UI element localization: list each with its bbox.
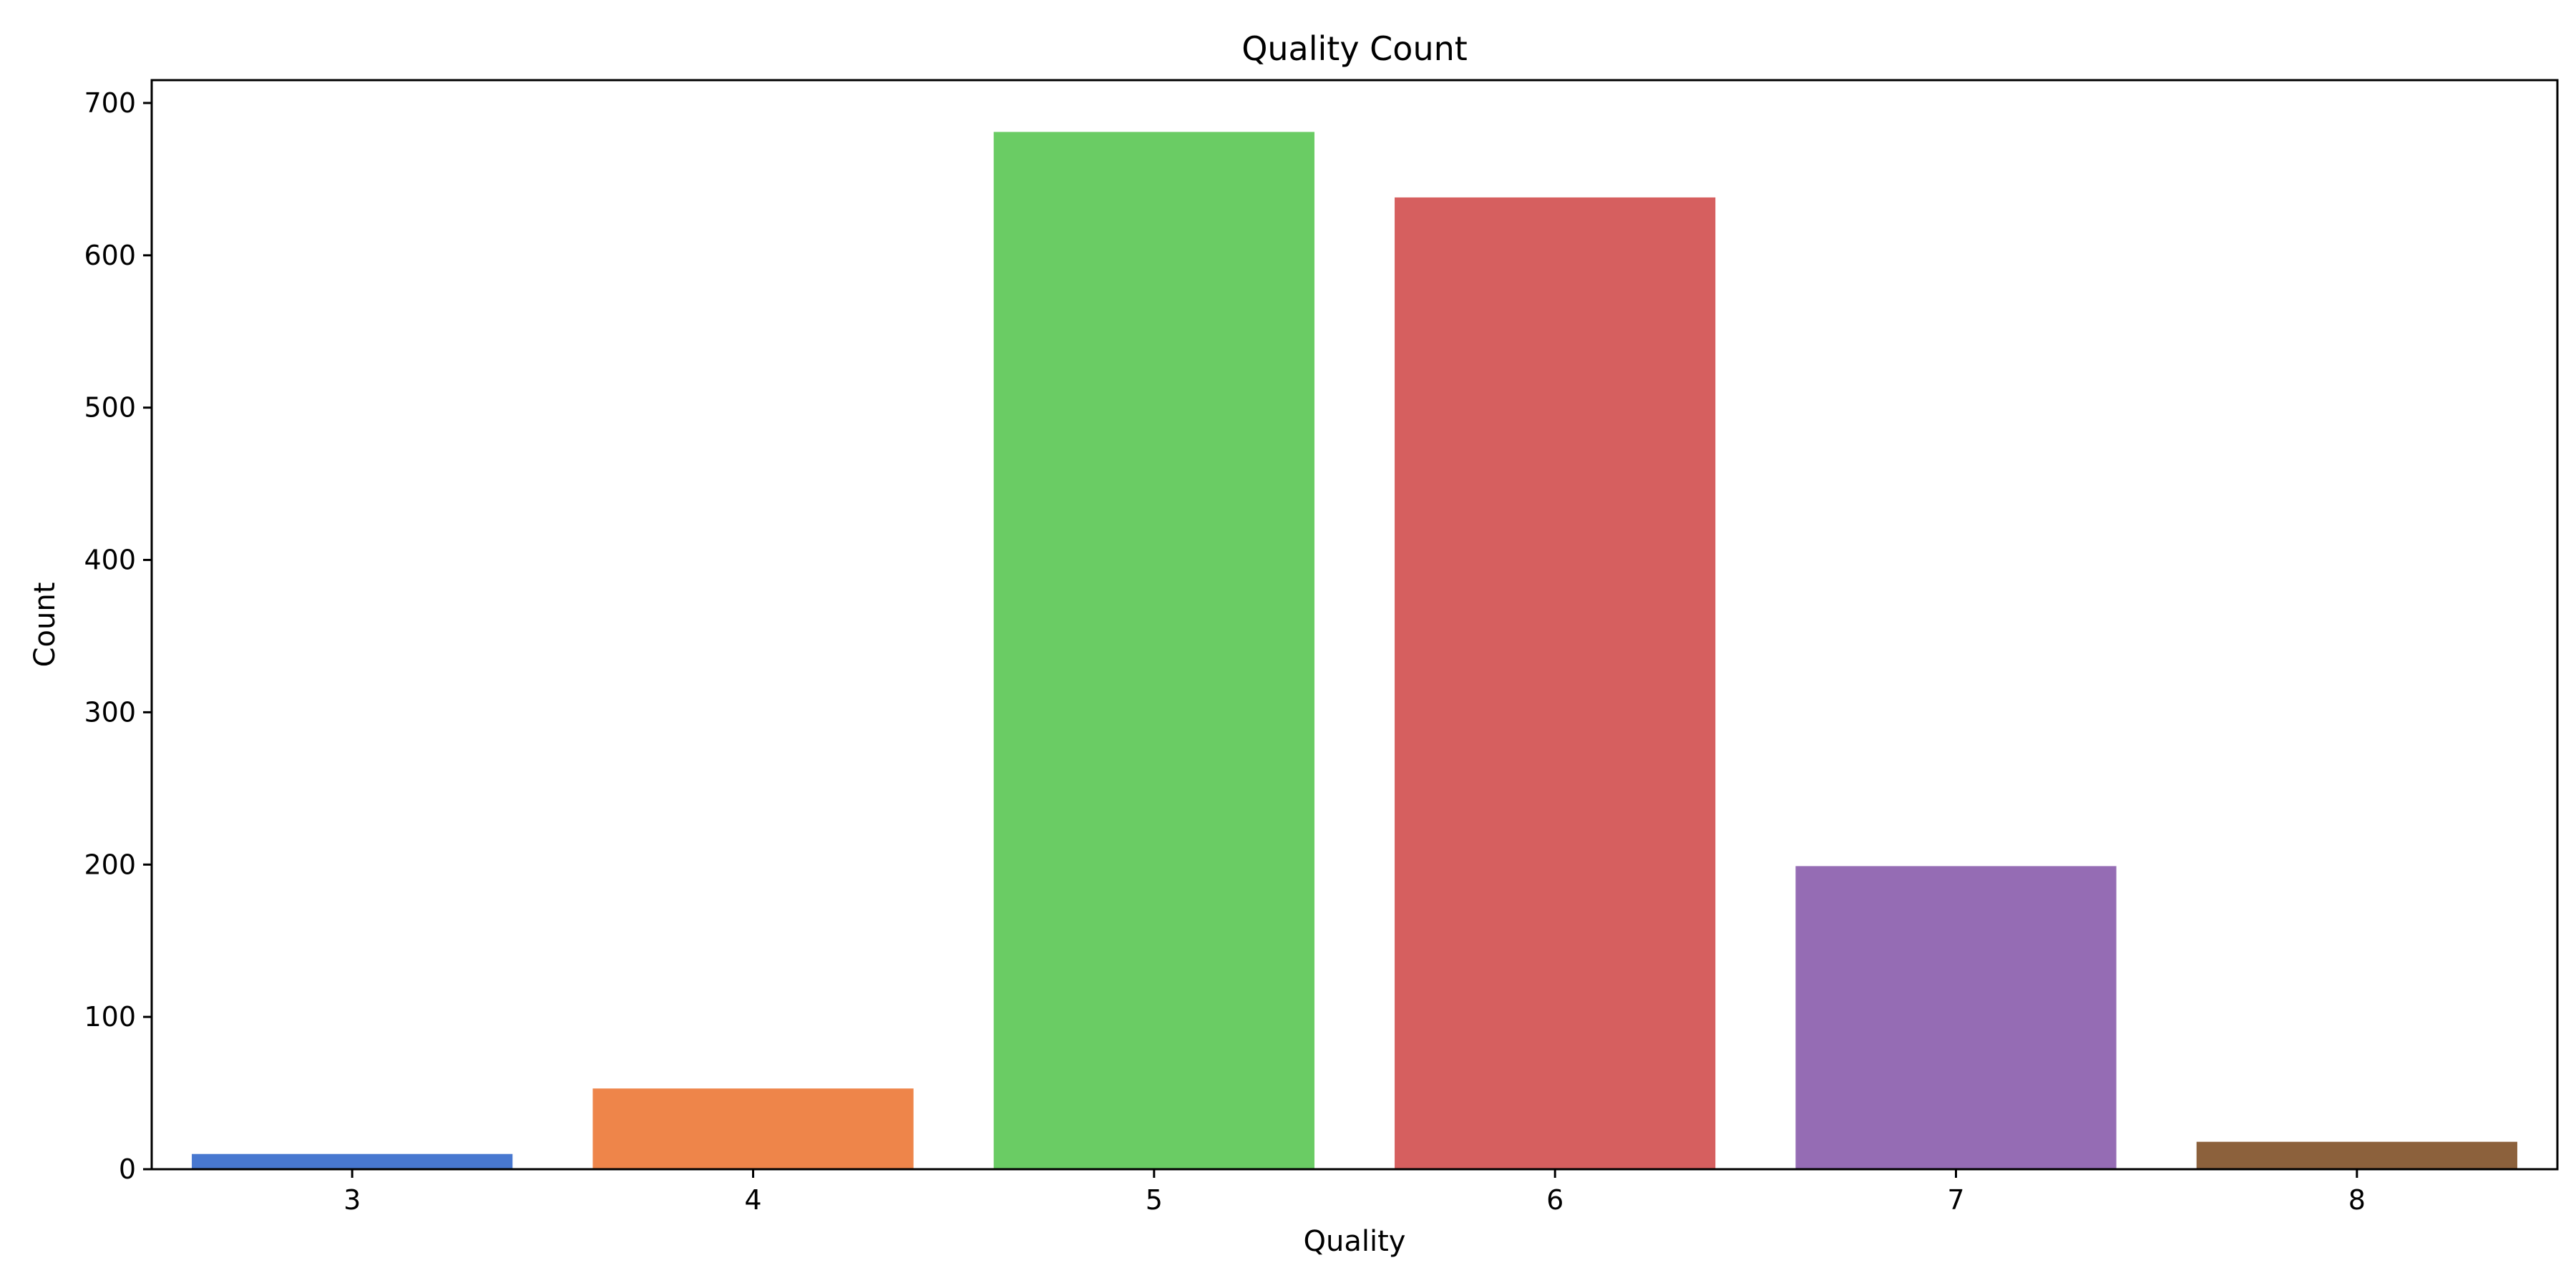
x-tick-label: 4 [744,1184,761,1216]
y-tick-label: 200 [84,849,136,880]
bar-quality-6 [1395,197,1716,1169]
y-axis-label: Count [29,582,62,668]
x-axis-ticks: 3 4 5 6 7 8 [343,1169,2366,1216]
y-tick-label: 0 [119,1153,136,1185]
bar-quality-7 [1795,866,2117,1169]
y-tick-label: 100 [84,1001,136,1033]
bar-quality-3 [192,1153,513,1169]
y-tick-label: 300 [84,696,136,728]
y-tick-label: 700 [84,87,136,119]
y-tick-label: 600 [84,240,136,271]
x-tick-label: 8 [2348,1184,2366,1216]
bar-quality-4 [592,1088,914,1169]
x-tick-label: 3 [343,1184,361,1216]
bar-quality-8 [2196,1141,2517,1169]
bar-quality-5 [993,132,1314,1169]
y-tick-label: 400 [84,545,136,576]
plot-frame [150,79,2559,1171]
x-tick-label: 5 [1146,1184,1163,1216]
bars-group [192,132,2517,1169]
y-tick-label: 500 [84,392,136,424]
chart-title: Quality Count [1241,29,1468,68]
x-tick-label: 7 [1947,1184,1964,1216]
y-axis-ticks: 0 100 200 300 400 500 600 700 [84,87,152,1185]
x-axis-label: Quality [1304,1225,1406,1258]
x-tick-label: 6 [1546,1184,1563,1216]
